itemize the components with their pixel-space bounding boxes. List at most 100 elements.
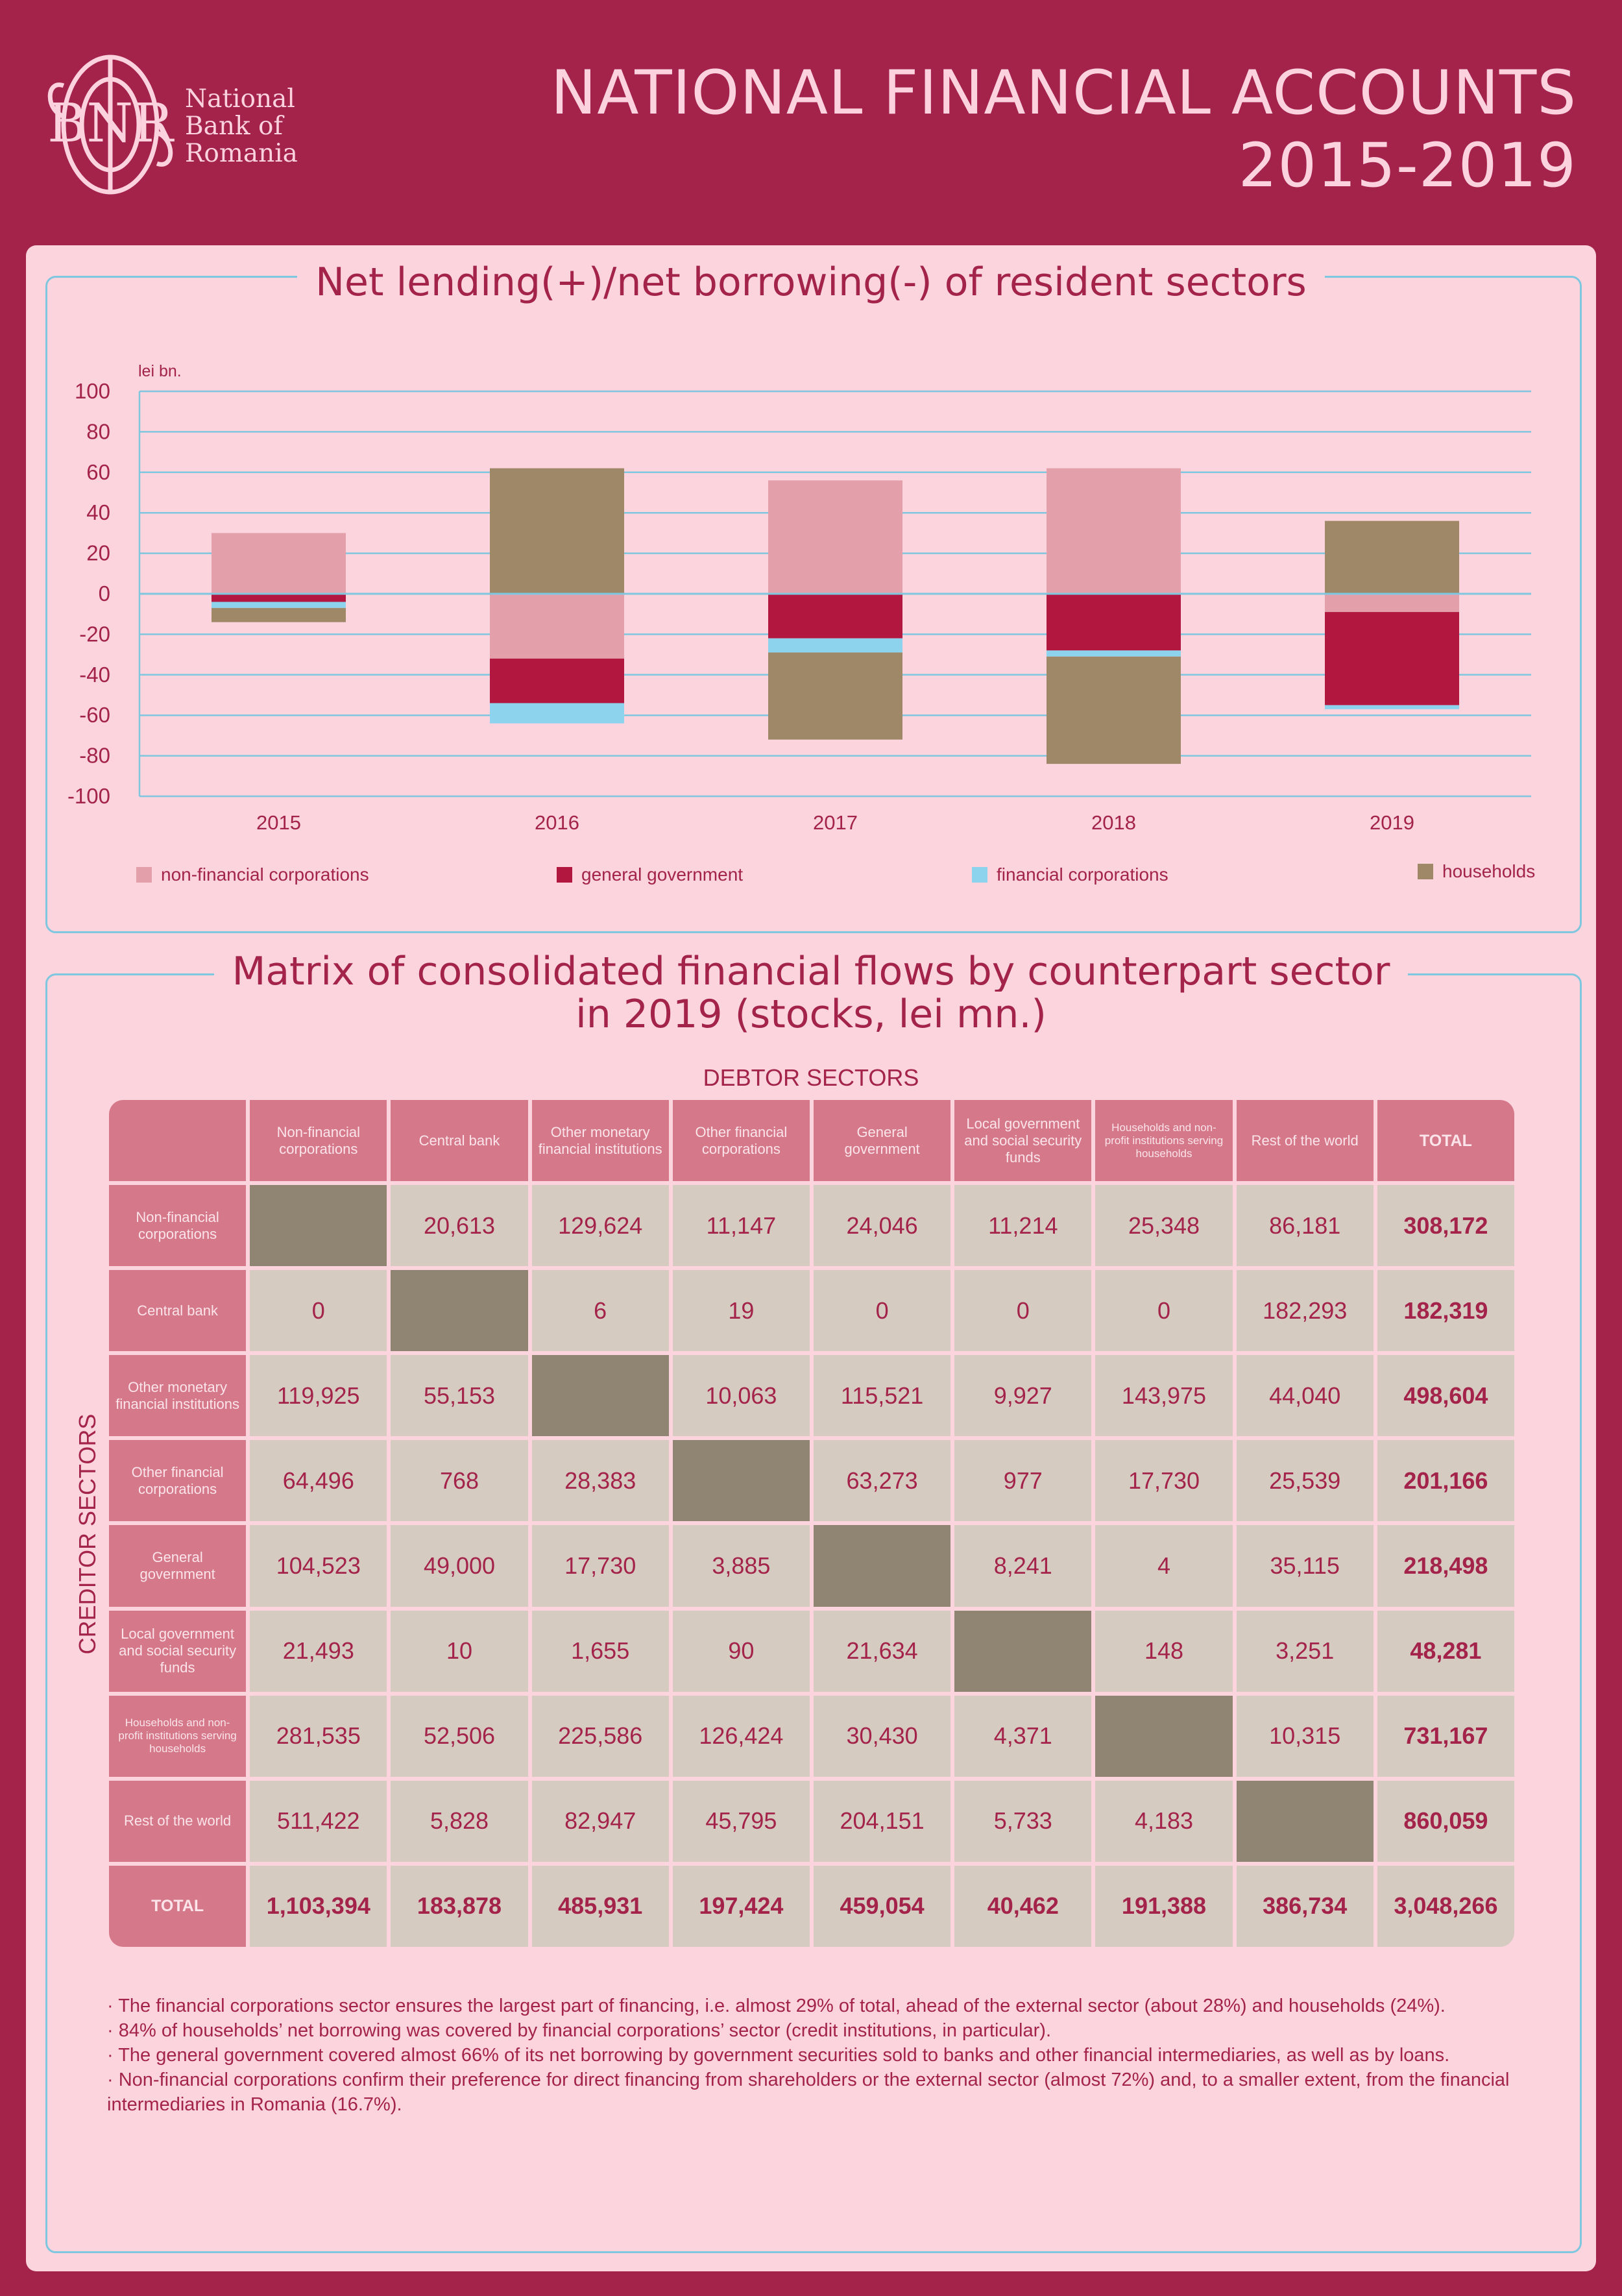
y-tick-label: 100 <box>75 379 110 403</box>
matrix-cell: 55,153 <box>391 1355 528 1437</box>
matrix-cell: 768 <box>391 1440 528 1522</box>
diagonal-cell <box>1095 1695 1233 1777</box>
matrix-cell: 148 <box>1095 1610 1233 1692</box>
matrix-corner-cell <box>109 1100 247 1182</box>
y-tick-label: -20 <box>79 622 110 646</box>
row-header: Central bank <box>109 1270 247 1352</box>
matrix-cell: 4,183 <box>1095 1780 1233 1862</box>
column-header: Other financial corporations <box>672 1100 810 1182</box>
matrix-cell: 90 <box>672 1610 810 1692</box>
bar-financial-corporations-2015 <box>212 602 346 608</box>
matrix-cell: 10,063 <box>672 1355 810 1437</box>
page-title: NATIONAL FINANCIAL ACCOUNTS 2015-2019 <box>551 57 1577 202</box>
bar-general-government-2016 <box>490 658 624 703</box>
matrix-cell: 3,885 <box>672 1525 810 1607</box>
row-header: Households and non-profit institutions s… <box>109 1695 247 1777</box>
matrix-cell: 1,655 <box>531 1610 669 1692</box>
bar-general-government-2019 <box>1325 612 1459 705</box>
matrix-cell: 86,181 <box>1236 1185 1374 1267</box>
page-header: BNR National Bank of Romania NATIONAL FI… <box>0 0 1622 240</box>
row-header: TOTAL <box>109 1865 247 1947</box>
logo-line-1: National <box>185 84 295 114</box>
matrix-cell: 3,251 <box>1236 1610 1374 1692</box>
legend-swatch <box>972 867 987 883</box>
total-cell: 3,048,266 <box>1377 1865 1514 1947</box>
matrix-cell: 977 <box>954 1440 1092 1522</box>
matrix-cell: 4 <box>1095 1525 1233 1607</box>
total-cell: 1,103,394 <box>250 1865 387 1947</box>
column-header: Central bank <box>391 1100 528 1182</box>
bar-non-financial-corporations-2016 <box>490 594 624 659</box>
matrix-cell: 8,241 <box>954 1525 1092 1607</box>
matrix-cell: 44,040 <box>1236 1355 1374 1437</box>
total-cell: 308,172 <box>1377 1185 1514 1267</box>
logo-line-2: Bank of <box>185 112 283 141</box>
note-item: · The financial corporations sector ensu… <box>107 1996 1446 2016</box>
legend-label: financial corporations <box>997 864 1168 885</box>
total-cell: 40,462 <box>954 1865 1092 1947</box>
diagonal-cell <box>391 1270 528 1352</box>
matrix-cell: 4,371 <box>954 1695 1092 1777</box>
diagonal-cell <box>531 1355 669 1437</box>
logo-line-3: Romania <box>185 139 298 168</box>
total-cell: 218,498 <box>1377 1525 1514 1607</box>
row-header: Local government and social security fun… <box>109 1610 247 1692</box>
matrix-cell: 17,730 <box>1095 1440 1233 1522</box>
column-header: Rest of the world <box>1236 1100 1374 1182</box>
total-cell: 386,734 <box>1236 1865 1374 1947</box>
matrix-cell: 5,733 <box>954 1780 1092 1862</box>
note-item: · Non-financial corporations confirm the… <box>107 2070 1510 2115</box>
matrix-cell: 143,975 <box>1095 1355 1233 1437</box>
bar-households-2015 <box>212 607 346 622</box>
x-tick-label: 2015 <box>256 811 301 834</box>
legend-item-general-government: general government <box>557 863 743 886</box>
matrix-cell: 0 <box>813 1270 951 1352</box>
matrix-cell: 115,521 <box>813 1355 951 1437</box>
matrix-title: Matrix of consolidated financial flows b… <box>0 949 1622 1037</box>
matrix-cell: 28,383 <box>531 1440 669 1522</box>
matrix-cell: 126,424 <box>672 1695 810 1777</box>
bar-financial-corporations-2019 <box>1325 705 1459 709</box>
legend-label: general government <box>581 864 744 885</box>
row-header: Non-financial corporations <box>109 1185 247 1267</box>
x-tick-label: 2018 <box>1091 811 1136 834</box>
y-tick-label: -100 <box>67 784 110 808</box>
x-tick-label: 2016 <box>535 811 579 834</box>
diagonal-cell <box>672 1440 810 1522</box>
matrix-cell: 5,828 <box>391 1780 528 1862</box>
note-item: · The general government covered almost … <box>107 2045 1450 2066</box>
total-cell: 731,167 <box>1377 1695 1514 1777</box>
legend-swatch <box>136 867 152 883</box>
debtor-sectors-label: DEBTOR SECTORS <box>703 1064 919 1091</box>
matrix-cell: 0 <box>954 1270 1092 1352</box>
matrix-cell: 9,927 <box>954 1355 1092 1437</box>
column-header: Households and non-profit institutions s… <box>1095 1100 1233 1182</box>
matrix-cell: 225,586 <box>531 1695 669 1777</box>
legend-item-households: households <box>1418 860 1535 883</box>
matrix-cell: 82,947 <box>531 1780 669 1862</box>
y-axis-unit-label: lei bn. <box>138 362 182 380</box>
matrix-cell: 129,624 <box>531 1185 669 1267</box>
matrix-cell: 21,634 <box>813 1610 951 1692</box>
matrix-cell: 25,539 <box>1236 1440 1374 1522</box>
bar-non-financial-corporations-2019 <box>1325 594 1459 613</box>
total-cell: 459,054 <box>813 1865 951 1947</box>
total-cell: 498,604 <box>1377 1355 1514 1437</box>
matrix-cell: 0 <box>1095 1270 1233 1352</box>
note-item: · 84% of households’ net borrowing was c… <box>107 2020 1051 2041</box>
y-tick-label: 40 <box>86 500 110 524</box>
total-cell: 182,319 <box>1377 1270 1514 1352</box>
matrix-cell: 17,730 <box>531 1525 669 1607</box>
matrix-cell: 104,523 <box>250 1525 387 1607</box>
y-tick-label: 60 <box>86 460 110 484</box>
total-cell: 485,931 <box>531 1865 669 1947</box>
y-tick-label: -40 <box>79 663 110 687</box>
bnr-logo-text: National Bank of Romania <box>185 86 298 167</box>
matrix-cell: 10,315 <box>1236 1695 1374 1777</box>
bar-general-government-2017 <box>768 594 902 639</box>
diagonal-cell <box>1236 1780 1374 1862</box>
matrix-cell: 45,795 <box>672 1780 810 1862</box>
diagonal-cell <box>813 1525 951 1607</box>
row-header: Other monetary financial institutions <box>109 1355 247 1437</box>
